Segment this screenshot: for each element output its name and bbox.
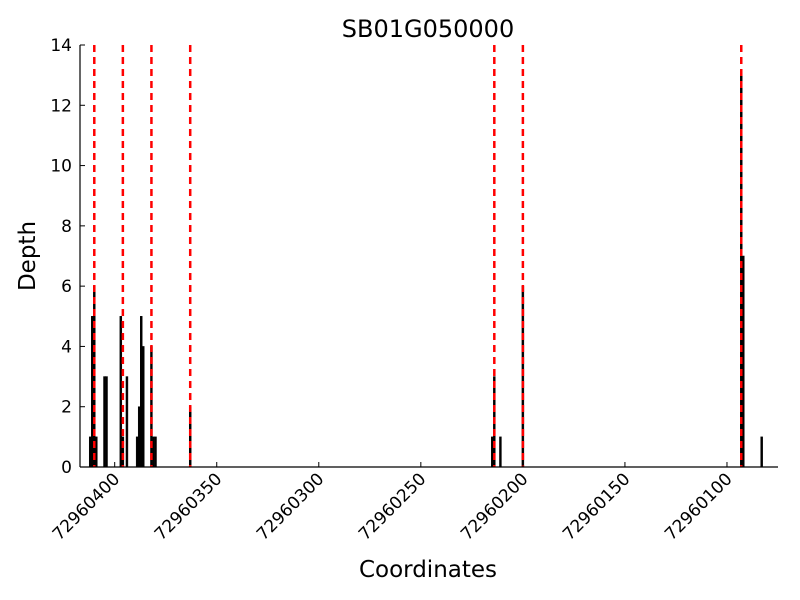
axes-layer: 0 2 4 6 8 10 12 14 72960400 72960350 72960300 72960… [49,36,778,545]
chart-title: SB01G050000 [342,15,514,43]
x-tick-label: 72960400 [49,469,124,544]
depth-bar [125,376,129,468]
x-tick-label: 72960150 [559,469,634,544]
depth-bar [105,376,108,468]
y-tick-label: 12 [50,96,72,116]
depth-bar [88,436,92,468]
guide-lines-layer [93,45,743,467]
x-tick-label: 72960100 [661,469,736,544]
depth-bar [142,346,145,468]
y-tick-label: 6 [61,277,72,297]
y-axis-label: Depth [15,221,41,291]
depth-bar [91,316,94,468]
y-tick-label: 8 [61,217,72,237]
depth-bar [760,436,763,468]
depth-bar [95,436,98,468]
y-tick-label: 0 [61,458,72,478]
depth-bar [140,316,143,468]
x-tick-label: 72960200 [457,469,532,544]
x-tick-label: 72960250 [355,469,430,544]
y-tick-label: 2 [61,398,72,418]
y-tick-label: 14 [50,36,72,56]
depth-bar [154,436,157,468]
y-tick-label: 4 [61,337,72,357]
depth-bar [103,376,106,468]
depth-bar [491,436,494,468]
depth-bar [742,255,745,468]
x-tick-label: 72960300 [253,469,328,544]
x-tick-label: 72960350 [151,469,226,544]
y-tick-label: 10 [50,157,72,177]
depth-bar [135,436,139,468]
depth-bar [119,316,123,468]
depth-bar [499,436,502,468]
depth-bar [137,406,141,468]
depth-bar [152,436,155,468]
x-axis-label: Coordinates [359,557,497,583]
